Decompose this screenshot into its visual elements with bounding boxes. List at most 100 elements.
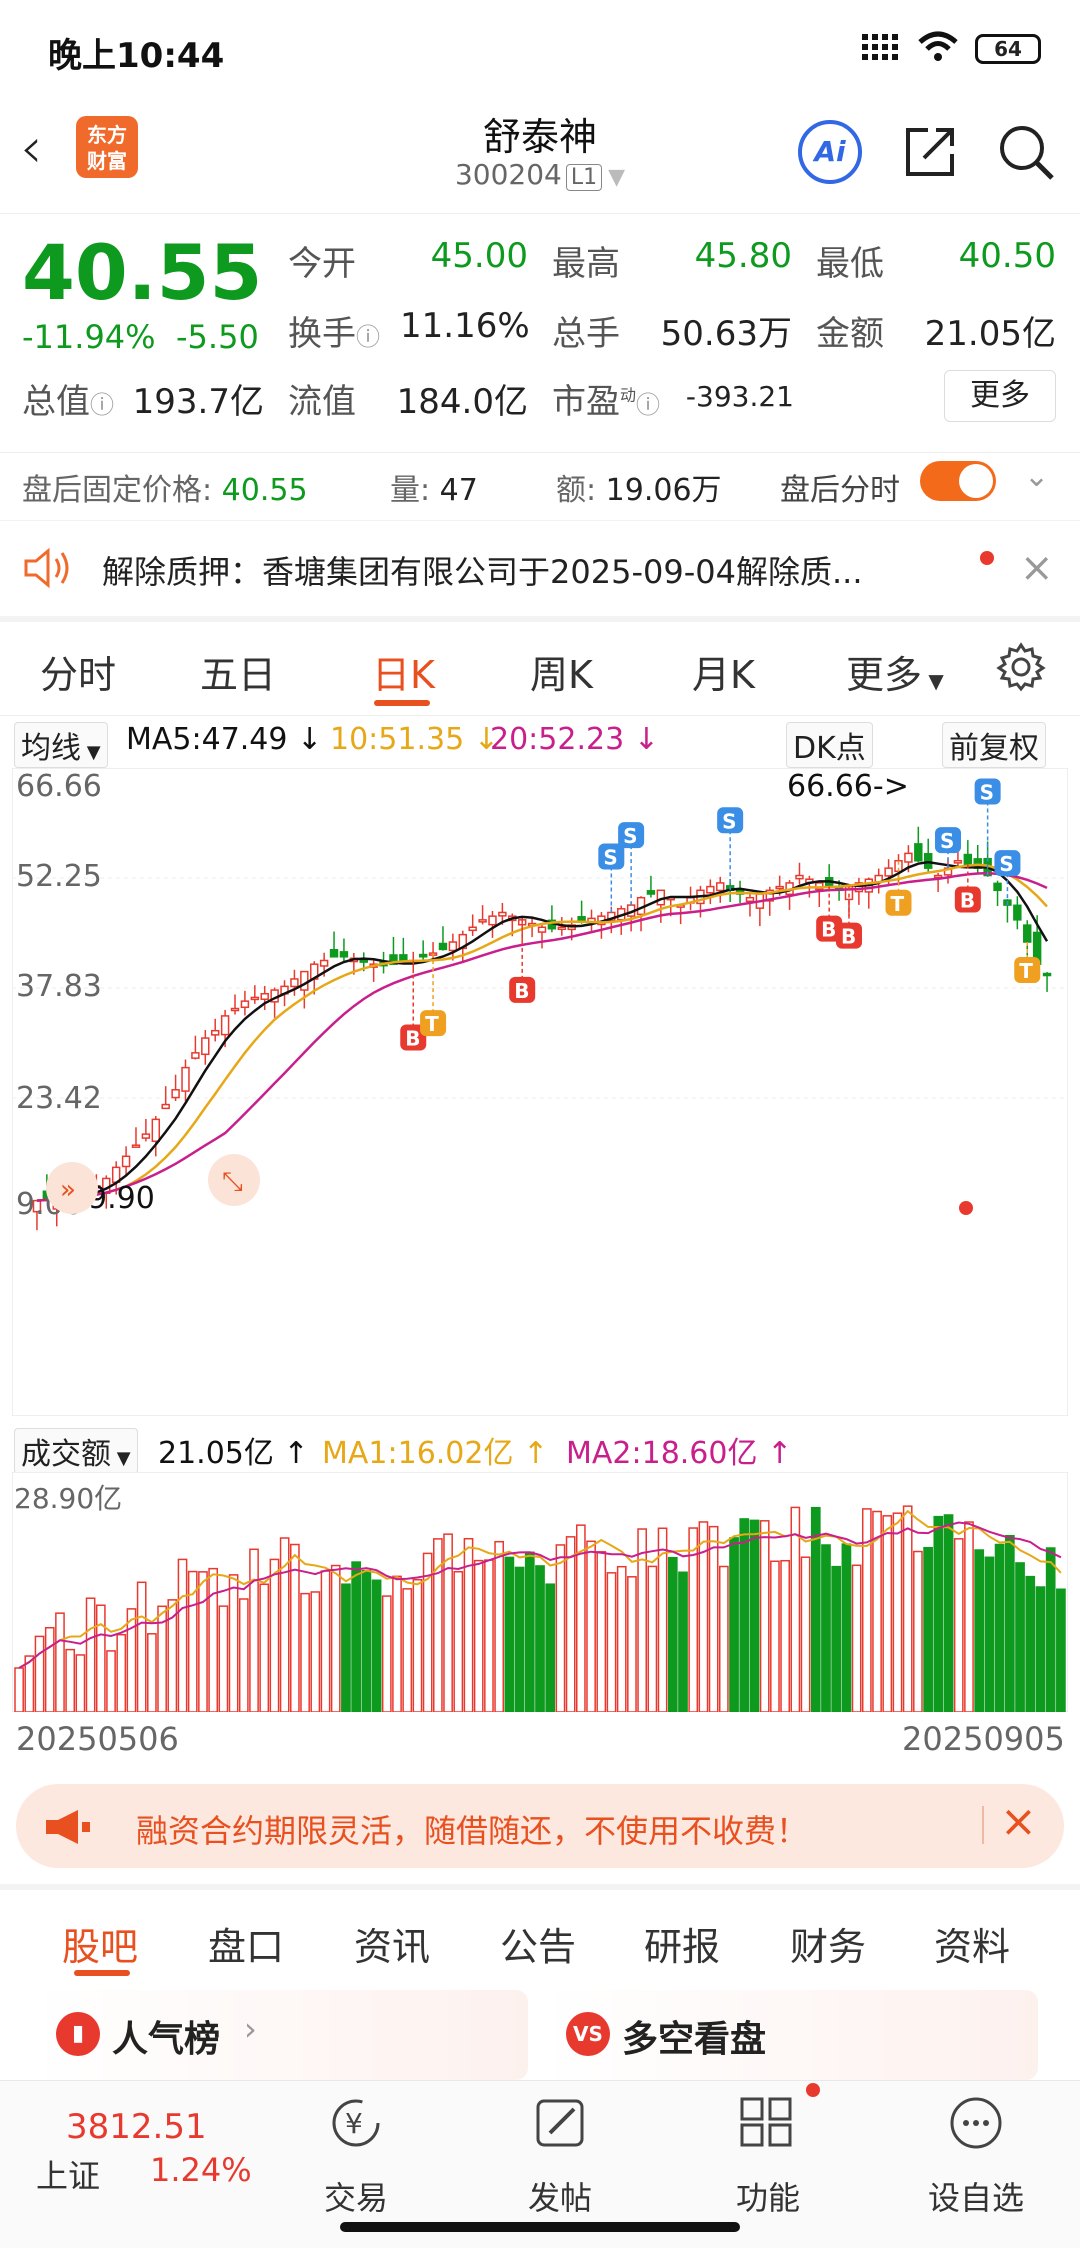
- indicator-select[interactable]: 均线 ▼: [14, 722, 108, 768]
- tab-intraday[interactable]: 分时: [40, 653, 117, 697]
- more-circle-icon[interactable]: [944, 2095, 1008, 2155]
- back-button[interactable]: ‹: [20, 116, 43, 181]
- tab-guba[interactable]: 股吧: [62, 1925, 139, 1969]
- volume-bar: [770, 1560, 780, 1712]
- candle-body: [478, 919, 487, 923]
- volume-bar: [759, 1520, 770, 1712]
- bull-bear-card[interactable]: VS 多空看盘: [544, 1990, 1038, 2080]
- chevron-down-icon[interactable]: ⌄: [1024, 459, 1050, 494]
- candle-body: [854, 882, 864, 893]
- candle-body: [1023, 924, 1032, 943]
- functions-icon[interactable]: [734, 2095, 798, 2155]
- signal-marker-text: B: [514, 979, 529, 1003]
- active-subtab-indicator: [74, 1970, 130, 1976]
- info-icon[interactable]: ⓘ: [636, 391, 661, 419]
- volume-bar: [208, 1567, 219, 1712]
- low-value: 40.50: [958, 236, 1056, 276]
- close-icon[interactable]: ×: [1000, 1796, 1037, 1847]
- signal-marker-text: S: [623, 824, 637, 848]
- volume-bar: [484, 1559, 494, 1712]
- high-value: 45.80: [694, 236, 792, 276]
- chevron-down-icon[interactable]: ▼: [608, 165, 626, 190]
- volume-bar: [177, 1558, 188, 1712]
- post-icon[interactable]: [528, 2095, 592, 2155]
- index-name[interactable]: 上证: [36, 2157, 101, 2195]
- candle-body: [151, 1118, 161, 1142]
- volume-bar: [157, 1605, 167, 1712]
- signal-marker: [420, 1010, 447, 1037]
- index-value[interactable]: 3812.51: [66, 2107, 207, 2147]
- divider: [0, 616, 1080, 622]
- tab-finance[interactable]: 财务: [790, 1925, 867, 1969]
- trade-icon[interactable]: ¥: [324, 2095, 388, 2155]
- close-icon[interactable]: ×: [1020, 545, 1054, 591]
- candle-body: [448, 941, 458, 952]
- tab-profile[interactable]: 资料: [934, 1925, 1011, 1969]
- search-icon[interactable]: [996, 122, 1056, 182]
- volume-bar: [259, 1583, 270, 1712]
- signal-marker: [835, 922, 862, 949]
- ad-banner[interactable]: 融资合约期限灵活，随借随还，不使用不收费！ ×: [16, 1784, 1064, 1868]
- tab-news[interactable]: 资讯: [354, 1925, 431, 1969]
- popularity-card[interactable]: ▮ 人气榜 ›: [34, 1990, 528, 2080]
- candle-body: [389, 954, 398, 965]
- volume-indicator-select[interactable]: 成交额 ▼: [14, 1428, 138, 1474]
- after-hours-amount: 19.06万: [605, 473, 722, 508]
- ad-text[interactable]: 融资合约期限灵活，随借随还，不使用不收费！: [136, 1812, 809, 1850]
- info-icon[interactable]: ⓘ: [356, 323, 380, 351]
- candle-body: [161, 1103, 170, 1110]
- candle-body: [359, 959, 368, 963]
- nav-watchlist[interactable]: 设自选: [927, 2179, 1024, 2217]
- volume-bar: [494, 1540, 505, 1712]
- volume-bar: [994, 1543, 1005, 1712]
- volume-bar: [1004, 1534, 1015, 1712]
- expand-left-icon[interactable]: [46, 1162, 98, 1214]
- notice-text[interactable]: 解除质押：香塘集团有限公司于2025-09-04解除质...: [102, 553, 863, 591]
- volume-bar: [913, 1550, 923, 1712]
- volume-bar: [75, 1654, 86, 1712]
- volume-bar: [381, 1595, 392, 1712]
- notice-bar[interactable]: 解除质押：香塘集团有限公司于2025-09-04解除质... ×: [0, 520, 1080, 616]
- dk-point-button[interactable]: DK点: [786, 722, 873, 768]
- volume-bar: [637, 1528, 647, 1712]
- tab-five-day[interactable]: 五日: [200, 653, 277, 697]
- tab-monthly-k[interactable]: 月K: [692, 653, 755, 697]
- tab-pankou[interactable]: 盘口: [208, 1925, 285, 1969]
- after-hours-price: 40.55: [221, 473, 308, 508]
- volume-chart[interactable]: 28.90亿: [12, 1472, 1068, 1712]
- share-icon[interactable]: [900, 122, 960, 182]
- tab-announcements[interactable]: 公告: [500, 1925, 577, 1969]
- candle-body: [319, 959, 329, 967]
- index-pct[interactable]: 1.24%: [150, 2151, 252, 2189]
- tab-research[interactable]: 研报: [644, 1925, 721, 1969]
- candle-body: [953, 860, 963, 864]
- settings-gear-icon[interactable]: [996, 642, 1046, 692]
- tab-weekly-k[interactable]: 周K: [530, 653, 593, 697]
- candle-body: [963, 853, 973, 866]
- candle-body: [201, 1037, 210, 1056]
- home-indicator: [340, 2222, 740, 2232]
- tab-more[interactable]: 更多 ▼: [846, 653, 944, 697]
- nav-trade[interactable]: 交易: [323, 2179, 388, 2217]
- ai-button[interactable]: Ai: [798, 120, 862, 184]
- fullscreen-icon[interactable]: [208, 1154, 260, 1206]
- nav-functions[interactable]: 功能: [735, 2179, 800, 2217]
- nav-post[interactable]: 发帖: [527, 2179, 592, 2217]
- level-badge: L1: [565, 164, 603, 191]
- info-icon[interactable]: ⓘ: [90, 391, 114, 419]
- candle-body: [557, 926, 567, 931]
- signal-marker: [994, 850, 1021, 877]
- app-logo: 东方 财富: [76, 116, 138, 178]
- volume-value: 50.63万: [660, 314, 792, 354]
- volume-bar: [147, 1633, 157, 1712]
- tab-daily-k[interactable]: 日K: [372, 653, 435, 697]
- y-label-3: 23.42: [16, 1081, 102, 1116]
- adjust-button[interactable]: 前复权: [942, 722, 1046, 768]
- more-button[interactable]: 更多: [944, 370, 1056, 422]
- volume-bar: [943, 1514, 954, 1712]
- after-hours-toggle-label: 盘后分时: [780, 473, 900, 508]
- volume-bar: [218, 1605, 229, 1712]
- after-hours-toggle[interactable]: [920, 461, 996, 501]
- stock-header: ‹ 东方 财富 舒泰神 300204 L1 ▼ Ai: [0, 96, 1080, 214]
